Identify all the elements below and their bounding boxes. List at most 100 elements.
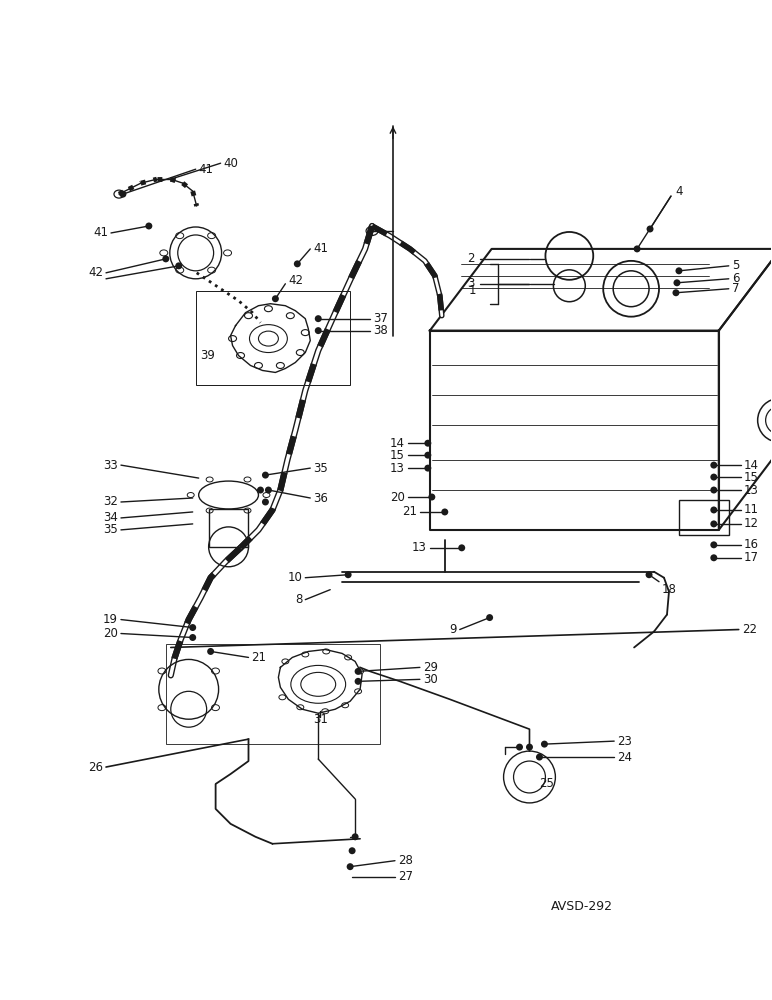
Text: 39: 39 (201, 349, 215, 362)
Text: 21: 21 (252, 651, 266, 664)
Circle shape (710, 520, 717, 527)
Circle shape (265, 487, 272, 494)
Text: 7: 7 (732, 282, 740, 295)
Circle shape (526, 744, 533, 751)
Text: AVSD-292: AVSD-292 (551, 900, 614, 913)
Circle shape (189, 634, 196, 641)
Circle shape (710, 541, 717, 548)
Circle shape (349, 847, 356, 854)
Text: 34: 34 (103, 511, 118, 524)
Text: 35: 35 (103, 523, 118, 536)
Text: 23: 23 (617, 735, 632, 748)
Circle shape (672, 289, 679, 296)
Circle shape (425, 452, 432, 459)
Circle shape (634, 245, 641, 252)
Circle shape (145, 223, 152, 229)
Text: 1: 1 (468, 284, 476, 297)
Text: 41: 41 (313, 242, 328, 255)
Circle shape (120, 191, 127, 198)
Circle shape (428, 494, 435, 500)
Text: 35: 35 (313, 462, 328, 475)
Text: 42: 42 (88, 266, 103, 279)
Circle shape (676, 267, 682, 274)
Text: 24: 24 (617, 751, 632, 764)
Text: 27: 27 (398, 870, 413, 883)
Circle shape (710, 554, 717, 561)
Text: 15: 15 (390, 449, 405, 462)
Circle shape (459, 544, 466, 551)
Text: 15: 15 (743, 471, 759, 484)
Text: 41: 41 (93, 226, 108, 239)
Text: 25: 25 (540, 777, 554, 790)
Text: 3: 3 (467, 277, 475, 290)
Text: 14: 14 (743, 459, 759, 472)
Text: 6: 6 (732, 272, 740, 285)
Text: 29: 29 (423, 661, 438, 674)
Circle shape (294, 260, 301, 267)
Circle shape (354, 668, 361, 675)
Circle shape (516, 744, 523, 751)
Circle shape (162, 255, 169, 262)
Text: 36: 36 (313, 492, 328, 505)
Circle shape (536, 754, 543, 761)
Circle shape (425, 465, 432, 472)
Bar (679, 500, 729, 535)
Text: 9: 9 (449, 623, 457, 636)
Text: 32: 32 (103, 495, 118, 508)
Text: 17: 17 (743, 551, 759, 564)
Bar (195, 291, 350, 385)
Circle shape (710, 506, 717, 513)
Circle shape (262, 472, 269, 479)
Bar (166, 644, 380, 744)
Circle shape (175, 262, 182, 269)
Text: 13: 13 (412, 541, 427, 554)
Text: 10: 10 (287, 571, 303, 584)
Text: 26: 26 (88, 761, 103, 774)
Circle shape (189, 624, 196, 631)
Circle shape (710, 462, 717, 469)
Text: 22: 22 (742, 623, 757, 636)
Text: 19: 19 (103, 613, 118, 626)
Circle shape (344, 571, 351, 578)
Text: 8: 8 (295, 593, 303, 606)
Text: 33: 33 (103, 459, 118, 472)
Text: 14: 14 (390, 437, 405, 450)
Text: 11: 11 (743, 503, 759, 516)
Circle shape (315, 315, 322, 322)
Circle shape (257, 487, 264, 494)
Text: 20: 20 (390, 491, 405, 504)
Text: 13: 13 (390, 462, 405, 475)
Text: 38: 38 (373, 324, 388, 337)
Text: 18: 18 (662, 583, 677, 596)
Circle shape (442, 508, 449, 515)
Circle shape (486, 614, 493, 621)
Bar (208, 509, 249, 547)
Text: 13: 13 (743, 484, 759, 497)
Text: 20: 20 (103, 627, 118, 640)
Text: 31: 31 (313, 713, 327, 726)
Text: 41: 41 (198, 163, 214, 176)
Text: 30: 30 (423, 673, 438, 686)
Circle shape (347, 863, 354, 870)
Text: 16: 16 (743, 538, 759, 551)
Circle shape (645, 571, 652, 578)
Text: 42: 42 (289, 274, 303, 287)
Circle shape (673, 279, 680, 286)
Circle shape (315, 327, 322, 334)
Circle shape (425, 440, 432, 447)
Circle shape (710, 487, 717, 494)
Circle shape (647, 225, 654, 232)
Text: 40: 40 (224, 157, 239, 170)
Circle shape (541, 741, 548, 748)
Text: 2: 2 (467, 252, 475, 265)
Circle shape (262, 499, 269, 505)
Circle shape (272, 295, 279, 302)
Circle shape (710, 474, 717, 481)
Text: 28: 28 (398, 854, 413, 867)
Text: 12: 12 (743, 517, 759, 530)
Circle shape (207, 648, 214, 655)
Text: 5: 5 (732, 259, 739, 272)
Circle shape (354, 678, 361, 685)
Text: 37: 37 (373, 312, 388, 325)
Text: 21: 21 (402, 505, 417, 518)
